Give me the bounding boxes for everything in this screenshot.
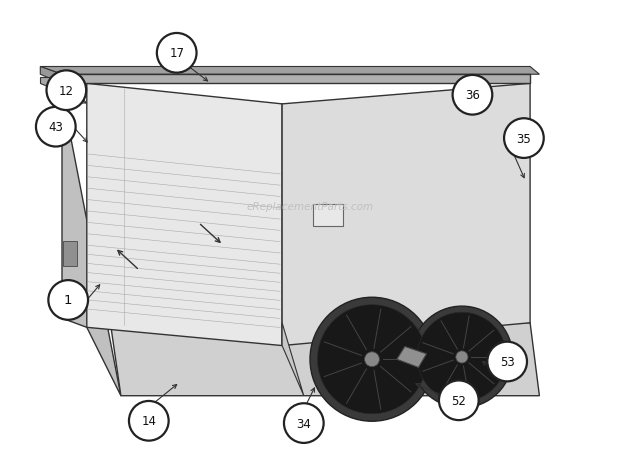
Text: 52: 52 xyxy=(451,394,466,407)
Text: 14: 14 xyxy=(141,415,156,427)
Polygon shape xyxy=(62,93,121,396)
Circle shape xyxy=(157,34,197,74)
Circle shape xyxy=(417,313,507,402)
Circle shape xyxy=(487,342,527,382)
Circle shape xyxy=(310,298,434,421)
Circle shape xyxy=(48,280,88,320)
Text: 34: 34 xyxy=(296,417,311,430)
Circle shape xyxy=(365,352,379,367)
Text: 35: 35 xyxy=(516,132,531,145)
Text: 12: 12 xyxy=(59,85,74,97)
Polygon shape xyxy=(40,77,62,93)
Circle shape xyxy=(439,380,479,420)
Polygon shape xyxy=(63,241,77,266)
Circle shape xyxy=(36,107,76,147)
Polygon shape xyxy=(110,323,539,396)
Text: eReplacementParts.com: eReplacementParts.com xyxy=(246,202,374,212)
Text: 1: 1 xyxy=(64,294,73,307)
Circle shape xyxy=(456,351,468,363)
Text: 53: 53 xyxy=(500,355,515,368)
Circle shape xyxy=(129,401,169,441)
Text: 36: 36 xyxy=(465,89,480,102)
Text: 17: 17 xyxy=(169,47,184,60)
Circle shape xyxy=(46,71,86,111)
Text: 43: 43 xyxy=(48,121,63,134)
Polygon shape xyxy=(62,75,530,84)
Polygon shape xyxy=(87,84,282,346)
Polygon shape xyxy=(40,67,62,84)
Polygon shape xyxy=(313,205,343,227)
Circle shape xyxy=(284,403,324,443)
Polygon shape xyxy=(282,323,304,396)
Polygon shape xyxy=(282,84,530,346)
Polygon shape xyxy=(40,67,539,75)
Circle shape xyxy=(317,305,427,414)
Circle shape xyxy=(411,307,513,408)
Polygon shape xyxy=(397,347,427,368)
Circle shape xyxy=(453,76,492,116)
Circle shape xyxy=(504,119,544,159)
